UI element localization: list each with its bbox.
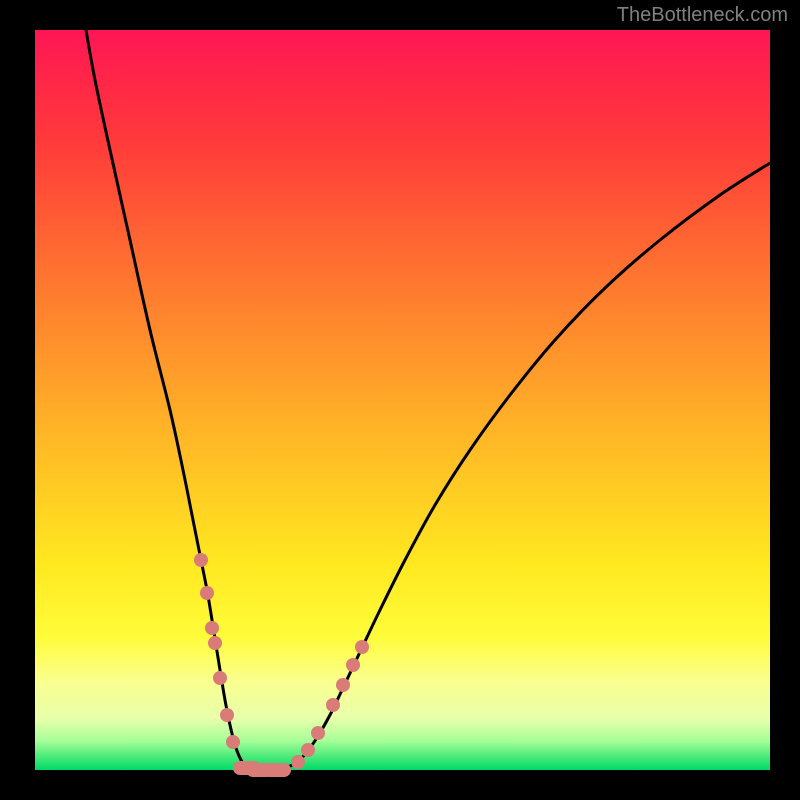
data-marker: [200, 586, 214, 600]
data-marker: [220, 708, 234, 722]
data-marker: [355, 640, 369, 654]
plot-area: [35, 30, 770, 770]
data-marker: [194, 553, 208, 567]
data-marker: [311, 726, 325, 740]
data-marker: [213, 671, 227, 685]
data-marker: [291, 755, 305, 769]
data-marker: [263, 763, 291, 777]
data-marker: [301, 743, 315, 757]
data-marker: [226, 735, 240, 749]
data-marker: [208, 636, 222, 650]
data-marker: [346, 658, 360, 672]
data-marker: [205, 621, 219, 635]
watermark-text: TheBottleneck.com: [617, 4, 788, 27]
data-marker: [336, 678, 350, 692]
bottleneck-curve: [35, 30, 770, 770]
data-marker: [326, 698, 340, 712]
